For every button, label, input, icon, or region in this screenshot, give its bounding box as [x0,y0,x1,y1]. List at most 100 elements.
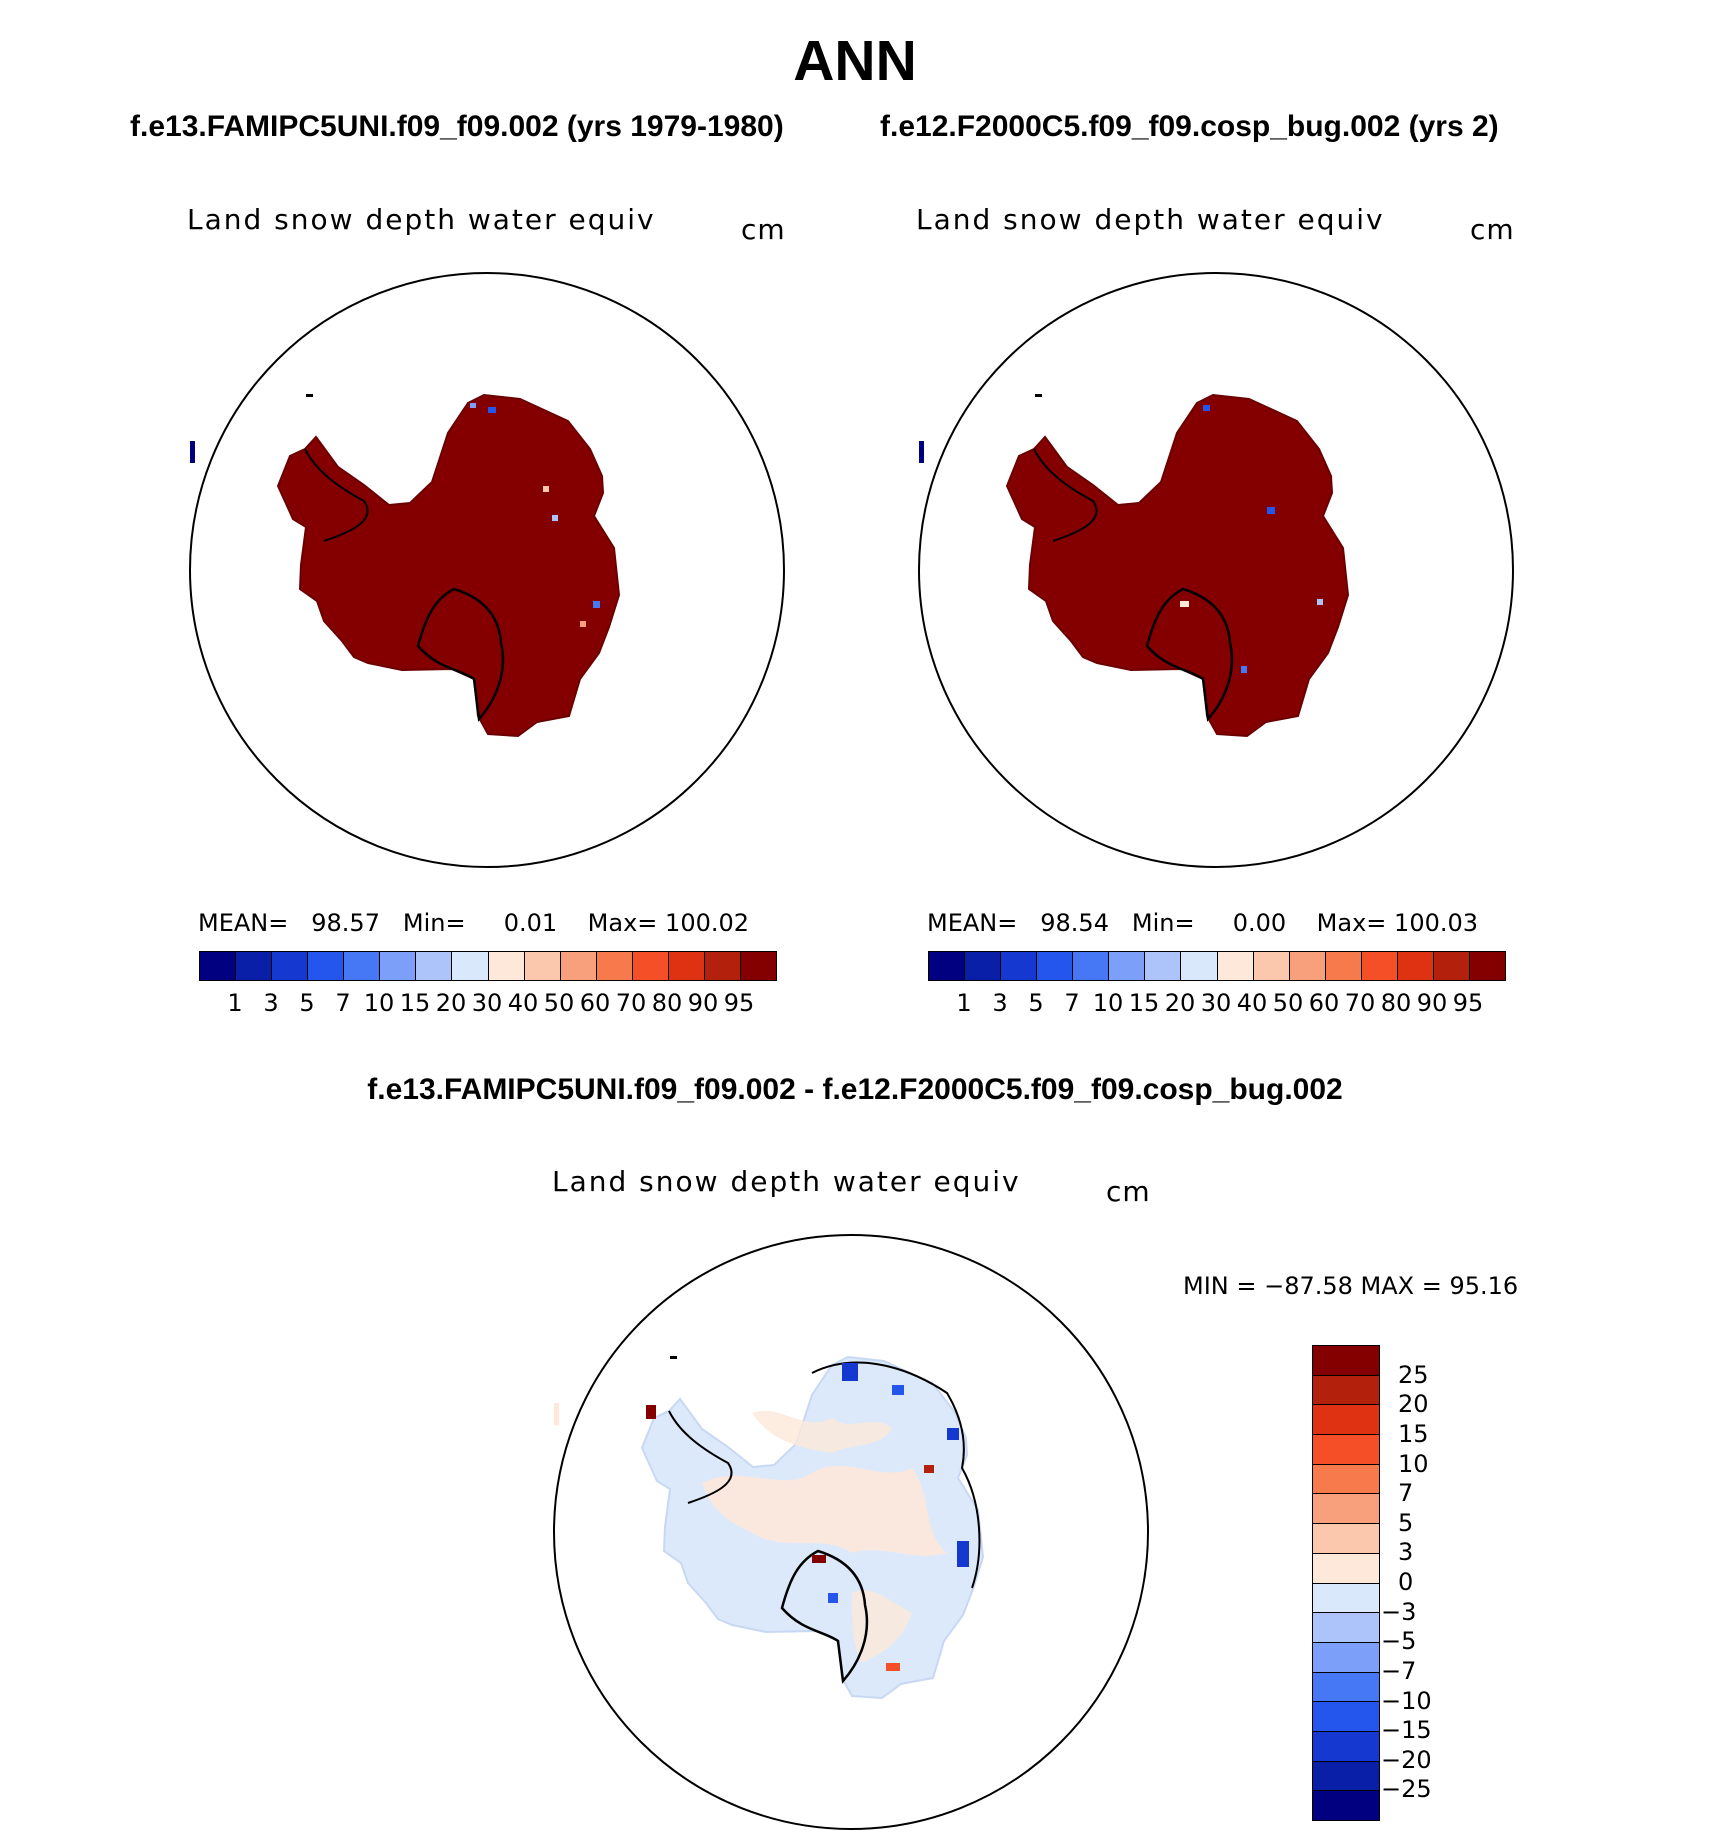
panel-a-max-label: Max= [587,909,658,937]
panel-a-anomaly [580,621,586,627]
diff-colorbar-tick-label: 3 [1398,1538,1414,1567]
diff-colorbar-swatch [1313,1494,1379,1525]
panel-a-max-value: 100.02 [665,909,750,937]
diff-colorbar-swatch [1313,1524,1379,1554]
diff-colorbar-swatch [1313,1791,1379,1820]
panel-a-colorbar-swatch [344,952,381,980]
diff-colorbar-swatch [1313,1672,1379,1703]
panel-a-mean-label: MEAN= [198,909,289,937]
panel-b-colorbar-tick-label: 5 [1028,989,1044,1017]
diff-colorbar-tick-label: −10 [1381,1686,1432,1715]
panel-b-mean-label: MEAN= [927,909,1018,937]
panel-a-colorbar-swatch [704,952,741,980]
panel-a-anomaly [470,403,476,408]
diff-colorbar-swatch [1313,1731,1379,1762]
panel-b-colorbar-tick-label: 60 [1308,989,1340,1017]
panel-b-min-value: 0.00 [1232,909,1287,937]
panel-b-colorbar-tick-label: 20 [1164,989,1196,1017]
diff-island [554,1403,559,1425]
panel-b-colorbar-swatch [1109,952,1146,980]
panel-b-colorbar-tick-label: 95 [1452,989,1484,1017]
panel-b-map [918,272,1514,868]
panel-a-anomaly [488,407,496,413]
panel-b-min-label: Min= [1131,909,1195,937]
panel-a-colorbar-swatch [524,952,561,980]
diff-colorbar-swatch [1313,1642,1379,1673]
diff-colorbar-swatch [1313,1435,1379,1465]
case-a-title: f.e13.FAMIPC5UNI.f09_f09.002 (yrs 1979-1… [130,110,784,143]
diff-colorbar-tick-label: −25 [1381,1775,1432,1804]
panel-a-colorbar-swatch [560,952,597,980]
panel-a-colorbar-swatch [272,952,309,980]
panel-a-colorbar-tick-label: 7 [335,989,351,1017]
panel-b-island [1035,394,1042,397]
panel-a-colorbar-tick-label: 70 [615,989,647,1017]
panel-a-colorbar-swatch [452,952,489,980]
panel-a-colorbar-tick-label: 20 [435,989,467,1017]
panel-a-colorbar-swatch [668,952,705,980]
panel-b-colorbar-swatch [1397,952,1434,980]
panel-a-ross-coast [416,587,505,722]
diff-antarctica [554,1355,985,1700]
panel-b-mean-value: 98.54 [1040,909,1109,937]
panel-b-colorbar-swatch [929,952,966,980]
diff-anomaly [842,1363,858,1381]
panel-a-colorbar-swatch [200,952,237,980]
panel-b-colorbar-swatch [1217,952,1254,980]
panel-a-island [306,394,313,397]
panel-b-colorbar-tick-label: 3 [992,989,1008,1017]
diff-colorbar-swatch [1313,1346,1379,1376]
diff-anomaly [924,1465,934,1473]
panel-b-stats: MEAN= 98.54 Min= 0.00 Max= 100.03 [927,909,1478,937]
panel-a-colorbar-swatch [740,952,776,980]
panel-a-colorbar-swatch [380,952,417,980]
panel-a-colorbar-tick-label: 90 [687,989,719,1017]
panel-a-anomaly [552,515,558,521]
panel-a-island [190,441,195,463]
panel-b-variable-label: Land snow depth water equiv [916,203,1385,236]
panel-b-anomaly [1180,601,1189,607]
panel-a-colorbar-tick-label: 1 [227,989,243,1017]
panel-b-colorbar-labels: 1 3 5 7 10 15 20 30 40 50 60 70 80 90 95 [928,989,1504,1019]
panel-b-max-value: 100.03 [1394,909,1479,937]
diff-colorbar-swatch [1313,1613,1379,1643]
panel-a-colorbar-tick-label: 30 [471,989,503,1017]
panel-b-anomaly [1203,405,1210,411]
diff-colorbar-tick-label: 25 [1398,1360,1429,1389]
diff-positive-area [852,1590,912,1663]
panel-b-units-label: cm [1470,213,1515,246]
diff-anomaly [892,1385,904,1395]
diff-colorbar-swatch [1313,1702,1379,1732]
panel-b-colorbar-tick-label: 10 [1092,989,1124,1017]
diff-positive-area [702,1465,947,1556]
panel-b-colorbar-tick-label: 40 [1236,989,1268,1017]
diff-range-label: MIN = −87.58 MAX = 95.16 [1183,1272,1519,1300]
panel-a-colorbar-tick-label: 10 [363,989,395,1017]
panel-a-colorbar-swatch [236,952,273,980]
panel-b-antarctica [919,393,1350,738]
panel-b-colorbar-tick-label: 7 [1064,989,1080,1017]
diff-colorbar-tick-label: 0 [1398,1568,1414,1596]
panel-b-colorbar-swatch [1469,952,1505,980]
diff-anomaly [828,1593,838,1603]
panel-b-colorbar-swatch [1073,952,1110,980]
panel-b-landmass [1005,393,1350,738]
panel-b-anomaly [1317,599,1323,605]
panel-a-mean-value: 98.57 [311,909,380,937]
diff-colorbar-tick-label: 10 [1398,1449,1429,1478]
panel-b-colorbar-tick-label: 80 [1380,989,1412,1017]
panel-a-colorbar-tick-label: 95 [723,989,755,1017]
diff-east-coast [811,1361,981,1589]
panel-b-colorbar-tick-label: 15 [1128,989,1160,1017]
diff-anomaly [886,1663,900,1671]
panel-a-peninsula-coast [304,448,369,542]
diff-peninsula-coast [668,1410,733,1504]
panel-a-colorbar-swatch [416,952,453,980]
diff-colorbar-tick-label: −5 [1381,1627,1417,1656]
panel-a-colorbar-swatch [596,952,633,980]
diff-anomaly [957,1541,969,1567]
panel-b-colorbar-swatch [1433,952,1470,980]
panel-a-min-value: 0.01 [503,909,558,937]
panel-b-colorbar-tick-label: 30 [1200,989,1232,1017]
figure-title: ANN [793,29,917,93]
